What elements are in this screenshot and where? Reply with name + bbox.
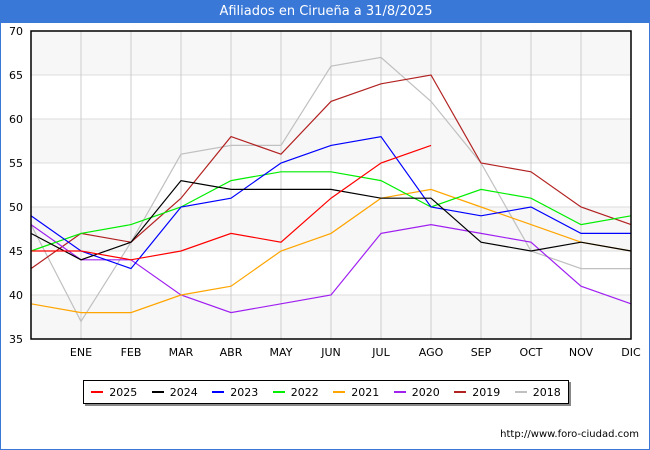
y-tick-label: 55 xyxy=(9,157,23,170)
x-tick-label: ENE xyxy=(70,346,92,359)
legend-item-2023: 2023 xyxy=(212,386,258,399)
legend-item-2021: 2021 xyxy=(333,386,379,399)
footer-url: http://www.foro-ciudad.com xyxy=(500,429,639,440)
legend-label: 2022 xyxy=(290,385,319,399)
legend-swatch xyxy=(91,391,104,393)
y-tick-label: 50 xyxy=(9,201,23,214)
x-tick-label: JUN xyxy=(320,346,341,359)
legend-label: 2025 xyxy=(109,385,138,399)
legend-label: 2023 xyxy=(230,385,259,399)
legend-swatch xyxy=(151,391,164,393)
chart-title: Afiliados en Cirueña a 31/8/2025 xyxy=(1,1,649,23)
legend-item-2019: 2019 xyxy=(454,386,500,399)
y-tick-label: 60 xyxy=(9,113,23,126)
x-tick-label: AGO xyxy=(419,346,444,359)
legend-swatch xyxy=(333,391,346,393)
legend-label: 2024 xyxy=(169,385,198,399)
series-line-2022 xyxy=(30,171,632,252)
legend-label: 2020 xyxy=(411,385,440,399)
x-tick-label: MAY xyxy=(270,346,293,359)
legend-label: 2019 xyxy=(472,385,501,399)
legend-item-2018: 2018 xyxy=(514,385,561,399)
plot-border xyxy=(30,30,632,340)
legend-item-2025: 2025 xyxy=(91,386,137,399)
x-tick-label: DIC xyxy=(621,346,641,359)
x-tick-label: SEP xyxy=(471,346,492,359)
x-tick-label: FEB xyxy=(121,346,142,359)
legend-item-2020: 2020 xyxy=(393,385,440,399)
series-line-2023 xyxy=(30,135,631,270)
y-tick-label: 40 xyxy=(9,289,23,302)
legend-label: 2021 xyxy=(351,385,380,399)
y-tick-label: 65 xyxy=(9,69,23,82)
series-line-2024 xyxy=(30,179,632,261)
x-tick-label: OCT xyxy=(519,346,542,359)
legend: 2025 2024 2023 2022 2021 2020 2019 2018 xyxy=(83,380,569,404)
legend-item-2022: 2022 xyxy=(272,385,319,399)
legend-swatch xyxy=(454,391,467,393)
x-tick-label: JUL xyxy=(371,346,390,359)
legend-item-2024: 2024 xyxy=(151,385,198,399)
series-line-2021 xyxy=(30,188,632,314)
series-line-2025 xyxy=(31,144,432,261)
legend-swatch xyxy=(272,391,285,393)
legend-swatch xyxy=(393,391,406,393)
legend-swatch xyxy=(212,391,225,393)
y-tick-label: 45 xyxy=(9,245,23,258)
legend-swatch xyxy=(514,391,527,393)
y-tick-label: 70 xyxy=(9,25,23,38)
x-tick-label: NOV xyxy=(569,346,594,359)
y-tick-label: 35 xyxy=(9,333,23,346)
x-tick-label: MAR xyxy=(169,346,194,359)
x-tick-label: ABR xyxy=(220,346,243,359)
legend-label: 2018 xyxy=(532,385,561,399)
